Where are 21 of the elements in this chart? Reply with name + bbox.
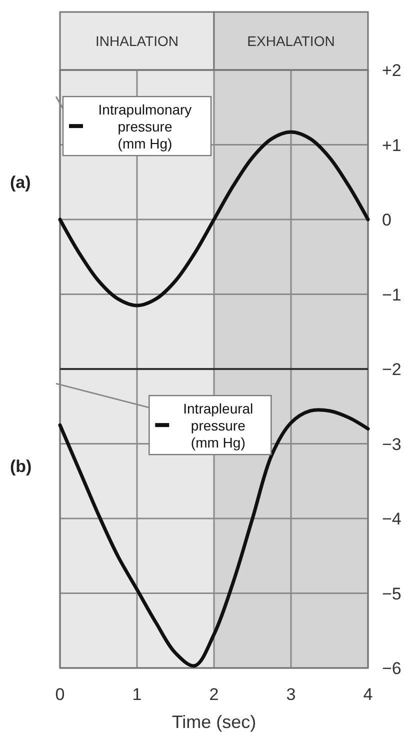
x-tick-label: 4	[363, 685, 373, 704]
x-tick-label: 0	[55, 685, 65, 704]
band-label: EXHALATION	[247, 33, 335, 49]
y-tick-label: 0	[382, 210, 392, 230]
legend-label: Intrapleural pressure (mm Hg)	[183, 400, 254, 451]
y-tick-label: +1	[382, 136, 402, 155]
y-tick-label: −1	[382, 285, 402, 304]
x-tick-label: 2	[209, 685, 219, 704]
x-axis-title: Time (sec)	[172, 712, 256, 732]
y-tick-label: −3	[382, 434, 402, 454]
band-label: INHALATION	[96, 33, 178, 49]
y-tick-label: −5	[382, 584, 402, 604]
y-tick-label: −6	[382, 659, 402, 678]
text: (a)	[10, 173, 31, 192]
x-tick-label: 1	[132, 685, 142, 704]
y-tick-label: +2	[382, 61, 402, 80]
y-tick-label: −4	[382, 510, 402, 528]
text: (b)	[10, 457, 32, 476]
y-tick-label: −2	[382, 360, 402, 379]
x-tick-label: 3	[286, 685, 296, 704]
legend-label: Intrapulmonary pressure (mm Hg)	[98, 102, 192, 152]
